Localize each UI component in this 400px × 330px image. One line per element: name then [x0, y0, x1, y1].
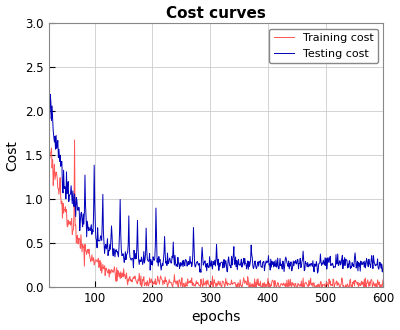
Y-axis label: Cost: Cost [6, 140, 20, 171]
Testing cost [315, 271, 320, 275]
Legend: Training cost, Testing cost: Training cost, Testing cost [269, 29, 378, 63]
Line: Testing cost: Testing cost [38, 18, 383, 273]
Training cost [139, 285, 144, 289]
Training cost [267, 281, 272, 285]
Testing cost [266, 254, 271, 258]
Training cost [35, 64, 40, 68]
Training cost [125, 279, 130, 282]
X-axis label: epochs: epochs [191, 311, 241, 324]
Testing cost [192, 245, 196, 249]
Title: Cost curves: Cost curves [166, 6, 266, 20]
Training cost [36, 60, 41, 64]
Testing cost [381, 263, 386, 267]
Testing cost [239, 257, 244, 261]
Testing cost [124, 253, 129, 257]
Testing cost [35, 16, 40, 20]
Testing cost [96, 239, 101, 243]
Training cost [97, 265, 102, 269]
Line: Training cost: Training cost [38, 62, 383, 287]
Training cost [381, 277, 386, 281]
Training cost [297, 283, 302, 287]
Training cost [193, 284, 198, 288]
Testing cost [296, 258, 300, 262]
Training cost [240, 282, 245, 286]
